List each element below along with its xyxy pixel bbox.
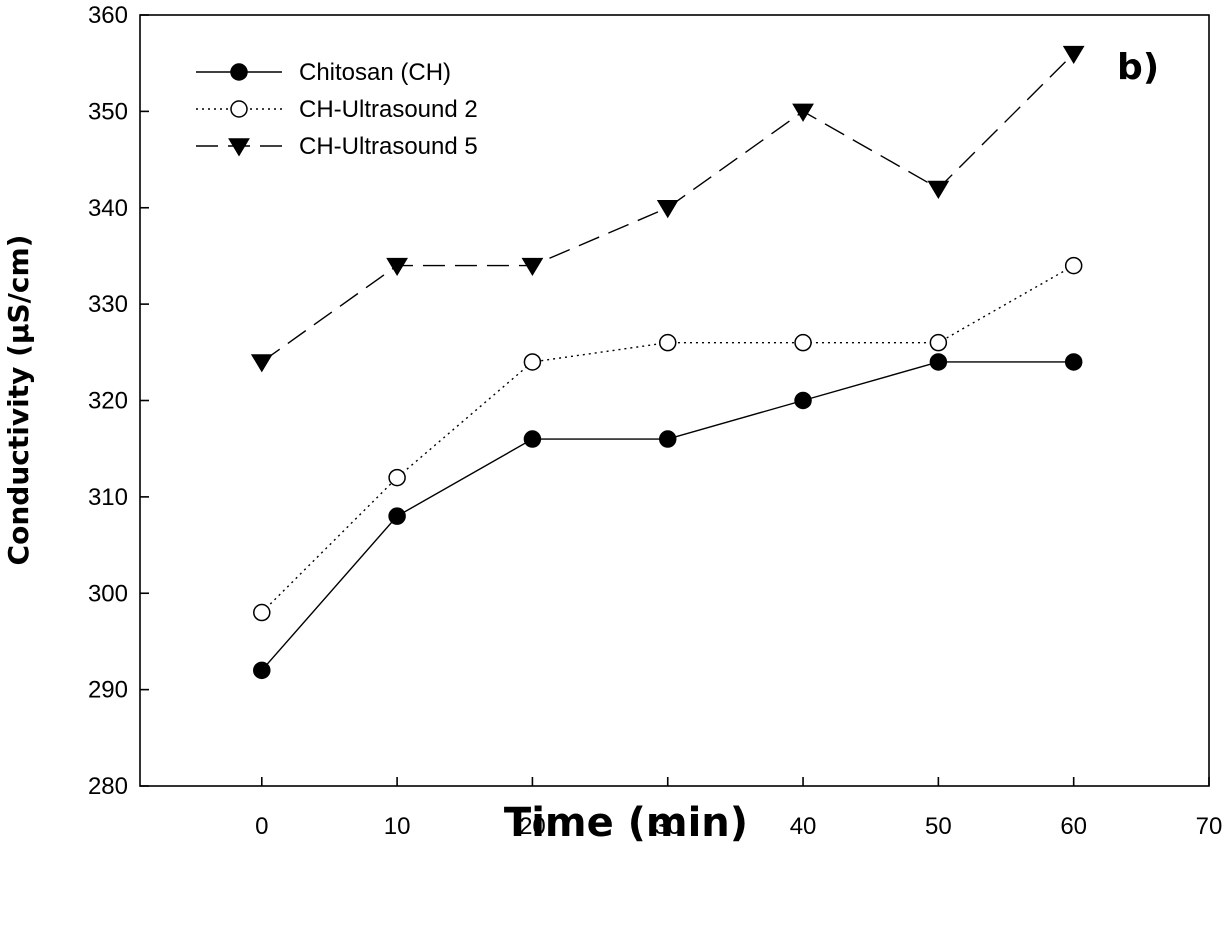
data-point [253, 603, 271, 622]
data-point [794, 333, 812, 352]
legend-marker [230, 100, 248, 118]
x-tick-label: 30 [654, 813, 681, 840]
legend-item: CH-Ultrasound 2 [196, 96, 478, 123]
data-point [523, 353, 542, 371]
data-point [658, 333, 677, 352]
x-tick-label: 10 [384, 813, 411, 840]
data-point [929, 353, 948, 371]
legend-marker [228, 138, 250, 157]
series-layer [250, 45, 1085, 680]
x-tick-label: 70 [1196, 813, 1223, 840]
y-tick-label: 280 [88, 773, 128, 800]
data-point [521, 257, 544, 277]
data-point [794, 391, 812, 410]
x-tick-label: 50 [925, 813, 952, 840]
legend-marker [230, 63, 248, 81]
data-point [1064, 256, 1083, 275]
data-point [1064, 353, 1083, 371]
data-point [253, 661, 271, 680]
data-point [250, 354, 273, 373]
data-point [656, 200, 679, 219]
data-point [388, 468, 406, 487]
data-point [386, 257, 408, 277]
series-2 [253, 256, 1083, 622]
data-point [927, 180, 950, 199]
x-tick-label: 60 [1060, 813, 1087, 840]
legend-item: CH-Ultrasound 5 [196, 133, 478, 160]
y-tick-label: 310 [88, 484, 128, 511]
legend-item: Chitosan (CH) [196, 59, 451, 86]
legend: Chitosan (CH) CH-Ultrasound 2 CH-Ultrasoun… [196, 59, 478, 160]
x-tick-label: 0 [255, 813, 268, 840]
x-axis-title: Time (min) [504, 800, 748, 846]
y-tick-label: 360 [88, 2, 128, 29]
panel-label: b) [1117, 47, 1159, 88]
plot-frame [139, 14, 1210, 787]
x-tick-label: 40 [790, 813, 817, 840]
y-tick-label: 320 [88, 388, 128, 415]
data-point [929, 333, 948, 352]
series-1 [253, 353, 1083, 680]
y-tick-label: 330 [88, 291, 128, 318]
legend-label: CH-Ultrasound 2 [299, 96, 478, 123]
legend-label: Chitosan (CH) [299, 59, 451, 86]
y-tick-label: 300 [88, 580, 128, 607]
y-tick-label: 340 [88, 195, 128, 222]
series-line [261, 361, 1074, 671]
legend-label: CH-Ultrasound 5 [299, 133, 478, 160]
data-point [792, 103, 814, 122]
series-3 [250, 45, 1085, 373]
data-point [523, 430, 542, 448]
y-tick-label: 290 [88, 677, 128, 704]
data-point [388, 507, 406, 525]
data-point [658, 430, 677, 448]
axes: 280 290 300 310 320 330 340 350 360 0 10 20 30 40 50 60… [88, 2, 1222, 840]
y-axis-title: Conductivity (µS/cm) [2, 235, 35, 566]
y-tick-label: 350 [88, 98, 128, 125]
x-tick-label: 20 [519, 813, 546, 840]
data-point [1062, 45, 1085, 65]
